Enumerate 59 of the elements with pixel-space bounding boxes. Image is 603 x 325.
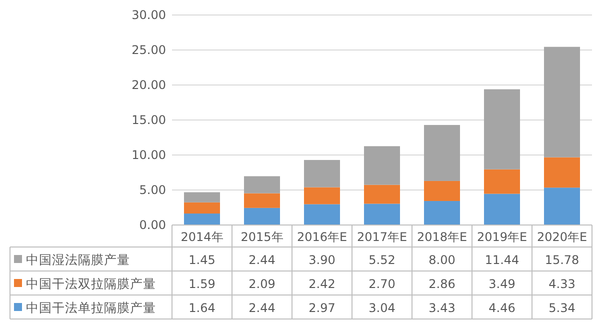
bar [484,194,520,225]
data-label: 3.90 [308,253,336,267]
data-label: 2.97 [308,301,336,315]
y-tick-label: 30.00 [132,8,166,22]
data-label: 3.43 [428,301,456,315]
bar [544,157,580,188]
bar [304,204,340,225]
data-label: 2.09 [248,277,276,291]
x-tick-label: 2019年E [476,230,528,244]
bar [244,193,280,208]
data-label: 1.45 [188,253,216,267]
bar [184,202,220,214]
y-tick-label: 20.00 [132,78,166,92]
bar [364,204,400,225]
data-label: 2.42 [308,277,336,291]
y-tick-label: 25.00 [132,43,166,57]
bar [424,200,460,225]
legend-label: 中国干法双拉隔膜产量 [26,276,156,291]
x-tick-label: 2015年 [240,230,284,244]
bar [244,208,280,225]
bar [364,146,400,185]
data-label: 8.00 [428,253,456,267]
bar [184,192,220,202]
data-label: 4.33 [548,277,576,291]
bar [544,46,580,158]
bar [484,89,520,170]
data-label: 11.44 [484,253,520,267]
bar [304,160,340,188]
data-label: 2.70 [368,277,396,291]
data-label: 15.78 [544,253,580,267]
bar [484,169,520,194]
x-tick-label: 2014年 [180,230,224,244]
bar [544,188,580,225]
bar [424,180,460,201]
bar [304,187,340,204]
data-label: 2.86 [428,277,456,291]
data-label: 5.34 [548,301,576,315]
bar [184,214,220,225]
data-label: 2.44 [248,253,276,267]
y-tick-label: 5.00 [139,183,166,197]
data-label: 3.04 [368,301,396,315]
x-tick-label: 2017年E [356,230,408,244]
data-label: 4.46 [488,301,516,315]
bar [364,184,400,204]
x-tick-label: 2018年E [416,230,468,244]
data-label: 3.49 [488,277,516,291]
x-tick-label: 2016年E [296,230,348,244]
data-label: 2.44 [248,301,276,315]
legend-label: 中国湿法隔膜产量 [26,252,130,267]
data-label: 1.59 [188,277,216,291]
y-tick-label: 15.00 [132,113,166,127]
y-tick-label: 0.00 [139,218,166,232]
data-label: 5.52 [368,253,396,267]
x-tick-label: 2020年E [536,230,588,244]
data-label: 1.64 [188,301,216,315]
bar [424,124,460,181]
legend-label: 中国干法单拉隔膜产量 [26,300,156,315]
bar [244,176,280,194]
y-tick-label: 10.00 [132,148,166,162]
